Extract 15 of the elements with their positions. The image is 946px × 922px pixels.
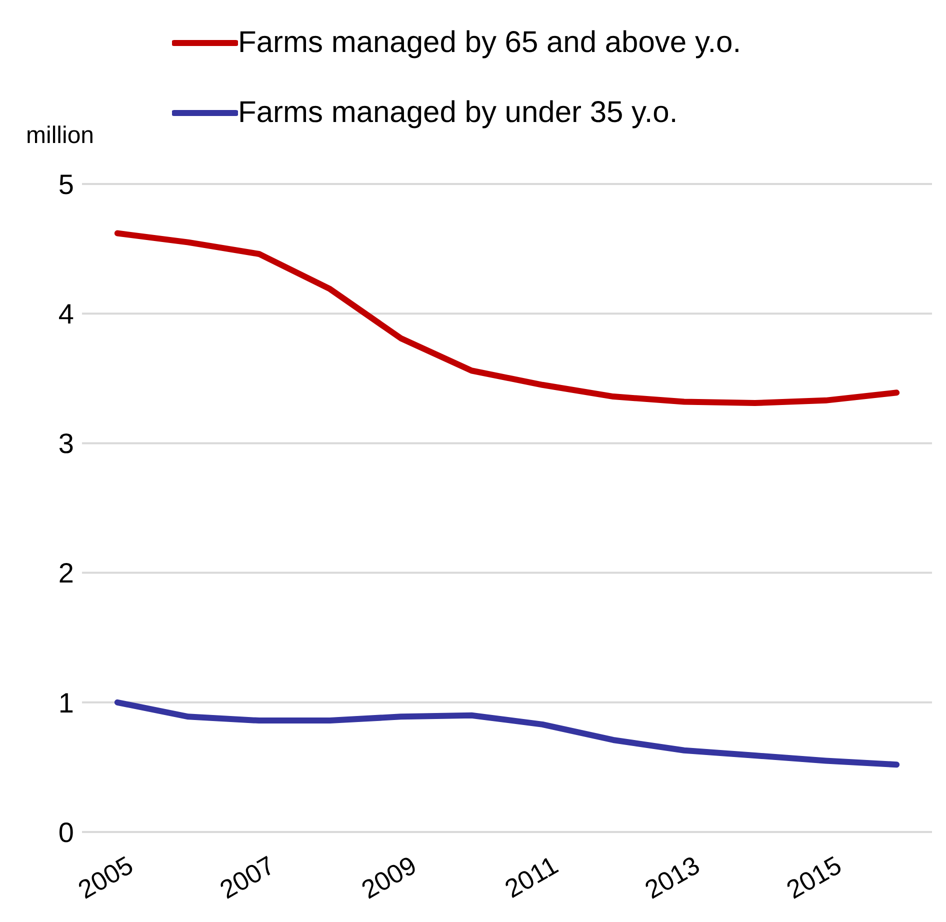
x-tick-label: 2011 <box>500 850 564 904</box>
y-tick-label: 5 <box>58 168 74 200</box>
legend-label: Farms managed by 65 and above y.o. <box>238 26 742 60</box>
x-tick-label: 2013 <box>640 850 705 905</box>
text: million <box>26 122 94 150</box>
y-tick-label: 4 <box>58 298 74 330</box>
y-tick-label: 3 <box>58 428 74 460</box>
x-tick-label: 2009 <box>356 850 422 905</box>
y-tick-label: 2 <box>58 558 74 589</box>
y-tick-label: 0 <box>58 816 74 848</box>
y-tick-label: 1 <box>58 687 74 718</box>
x-tick-label: 2007 <box>214 850 280 905</box>
legend-label: Farms managed by under 35 y.o. <box>238 96 678 130</box>
x-tick-label: 2015 <box>781 850 846 905</box>
x-tick-label: 2005 <box>72 850 138 905</box>
